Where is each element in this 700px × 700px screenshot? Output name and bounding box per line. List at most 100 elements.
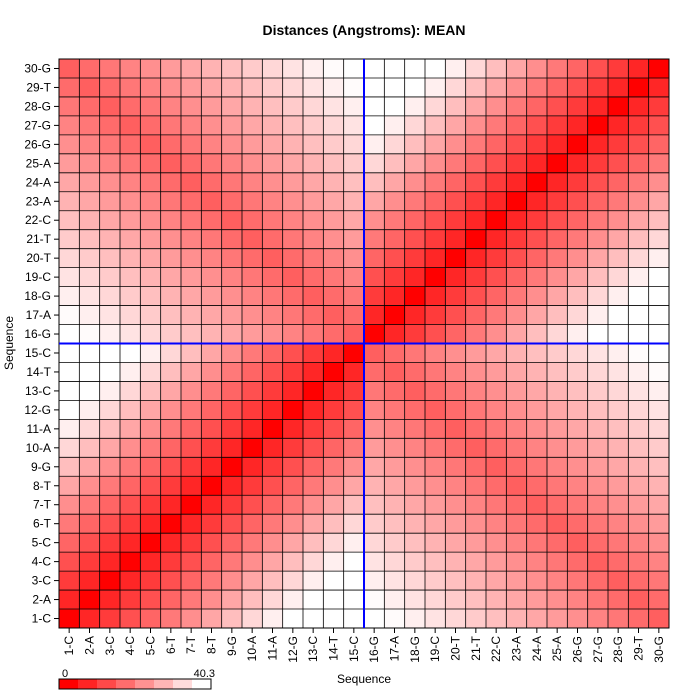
heatmap-cell-12-G-9-G (282, 457, 304, 477)
heatmap-cell-29-T-1-C (628, 609, 649, 629)
heatmap-cell-2-A-2-A (79, 590, 100, 610)
heatmap-cell-19-C-18-G (425, 286, 446, 306)
heatmap-cell-9-G-19-C (221, 267, 243, 287)
heatmap-cell-21-T-2-A (465, 590, 487, 610)
heatmap-cell-23-A-7-T (506, 495, 527, 515)
heatmap-cell-6-T-22-C (160, 210, 182, 230)
heatmap-cell-8-T-8-T (201, 476, 222, 496)
heatmap-cell-30-G-26-G (648, 134, 670, 155)
heatmap-cell-7-T-21-T (181, 229, 202, 249)
heatmap-cell-22-C-17-A (486, 305, 507, 325)
heatmap-cell-6-T-21-T (160, 229, 182, 249)
heatmap-cell-3-C-25-A (99, 153, 121, 174)
heatmap-cell-6-T-1-C (160, 609, 182, 629)
heatmap-cell-26-G-10-A (567, 438, 588, 458)
heatmap-cell-28-G-12-G (608, 400, 629, 420)
heatmap-cell-28-G-22-C (608, 210, 629, 230)
legend-swatch (154, 679, 174, 689)
heatmap-cell-26-G-14-T (567, 362, 588, 382)
heatmap-cell-5-C-19-C (140, 267, 161, 287)
heatmap-cell-3-C-20-T (99, 248, 121, 268)
heatmap-cell-20-T-20-T (445, 248, 466, 268)
heatmap-cell-10-A-2-A (242, 590, 263, 610)
heatmap-cell-17-A-28-G (384, 96, 405, 117)
heatmap-cell-1-C-17-A (59, 305, 80, 325)
heatmap-cell-16-G-23-A (364, 191, 385, 212)
heatmap-cell-5-C-7-T (140, 495, 161, 515)
heatmap-cell-2-A-5-C (79, 533, 100, 553)
heatmap-cell-27-G-28-G (587, 96, 609, 117)
heatmap-cell-19-C-6-T (425, 514, 446, 534)
heatmap-cell-5-C-1-C (140, 609, 161, 629)
heatmap-cell-6-T-8-T (160, 476, 182, 496)
heatmap-cell-24-A-3-C (526, 571, 548, 591)
heatmap-cell-7-T-1-C (181, 609, 202, 629)
heatmap-cell-3-C-11-A (99, 419, 121, 439)
heatmap-cell-3-C-7-T (99, 495, 121, 515)
heatmap-cell-4-C-14-T (120, 362, 141, 382)
x-tick-label-24-A: 24-A (530, 636, 544, 661)
heatmap-cell-30-G-14-T (648, 362, 670, 382)
heatmap-cell-19-C-14-T (425, 362, 446, 382)
heatmap-cell-4-C-20-T (120, 248, 141, 268)
y-tick-label-1-C: 1-C (32, 612, 52, 626)
heatmap-cell-28-G-11-A (608, 419, 629, 439)
x-tick-label-11-A: 11-A (266, 636, 280, 660)
heatmap-cell-8-T-24-A (201, 172, 222, 193)
heatmap-cell-16-G-24-A (364, 172, 385, 193)
heatmap-cell-12-G-16-G (282, 324, 304, 344)
heatmap-cell-4-C-10-A (120, 438, 141, 458)
x-tick-label-4-C: 4-C (123, 636, 137, 656)
heatmap-cell-6-T-14-T (160, 362, 182, 382)
heatmap-cell-16-G-11-A (364, 419, 385, 439)
heatmap-cell-9-G-23-A (221, 191, 243, 212)
heatmap-cell-16-G-16-G (364, 324, 385, 344)
heatmap-cell-7-T-25-A (181, 153, 202, 174)
heatmap-cell-25-A-15-C (547, 343, 568, 363)
heatmap-cell-16-G-8-T (364, 476, 385, 496)
x-tick-label-19-C: 19-C (428, 636, 442, 662)
heatmap-cell-13-C-28-G (303, 96, 324, 117)
heatmap-cell-21-T-27-G (465, 115, 487, 136)
heatmap-cell-20-T-18-G (445, 286, 466, 306)
heatmap-cell-1-C-22-C (59, 210, 80, 230)
heatmap-cell-13-C-22-C (303, 210, 324, 230)
heatmap-cell-4-C-28-G (120, 96, 141, 117)
heatmap-cell-22-C-4-C (486, 552, 507, 572)
heatmap-cell-7-T-5-C (181, 533, 202, 553)
heatmap-cell-9-G-28-G (221, 96, 243, 117)
heatmap-cell-30-G-2-A (648, 590, 670, 610)
heatmap-cell-24-A-6-T (526, 514, 548, 534)
heatmap-cell-20-T-9-G (445, 457, 466, 477)
heatmap-cell-23-A-21-T (506, 229, 527, 249)
heatmap-cell-15-C-10-A (343, 438, 365, 458)
heatmap-cell-8-T-15-C (201, 343, 222, 363)
heatmap-cell-30-G-9-G (648, 457, 670, 477)
heatmap-cell-11-A-18-G (262, 286, 283, 306)
heatmap-cell-12-G-3-C (282, 571, 304, 591)
heatmap-cell-30-G-8-T (648, 476, 670, 496)
heatmap-cell-20-T-30-G (445, 59, 466, 79)
heatmap-cell-20-T-7-T (445, 495, 466, 515)
heatmap-cell-5-C-16-G (140, 324, 161, 344)
heatmap-cell-7-T-20-T (181, 248, 202, 268)
heatmap-cell-20-T-22-C (445, 210, 466, 230)
x-tick-label-13-C: 13-C (306, 636, 320, 662)
heatmap-cell-29-T-12-G (628, 400, 649, 420)
heatmap-cell-25-A-18-G (547, 286, 568, 306)
heatmap-cell-1-C-21-T (59, 229, 80, 249)
heatmap-cell-11-A-25-A (262, 153, 283, 174)
heatmap-cell-24-A-26-G (526, 134, 548, 155)
y-tick-label-16-G: 16-G (24, 327, 51, 341)
heatmap-cell-14-T-4-C (323, 552, 344, 572)
heatmap-cell-4-C-22-C (120, 210, 141, 230)
heatmap-cell-1-C-13-C (59, 381, 80, 401)
heatmap-cell-1-C-4-C (59, 552, 80, 572)
heatmap-cell-14-T-6-T (323, 514, 344, 534)
heatmap-cell-2-A-12-G (79, 400, 100, 420)
heatmap-cell-24-A-30-G (526, 59, 548, 79)
heatmap-cell-9-G-24-A (221, 172, 243, 193)
heatmap-cell-24-A-24-A (526, 172, 548, 193)
heatmap-cell-27-G-23-A (587, 191, 609, 212)
heatmap-cell-20-T-11-A (445, 419, 466, 439)
